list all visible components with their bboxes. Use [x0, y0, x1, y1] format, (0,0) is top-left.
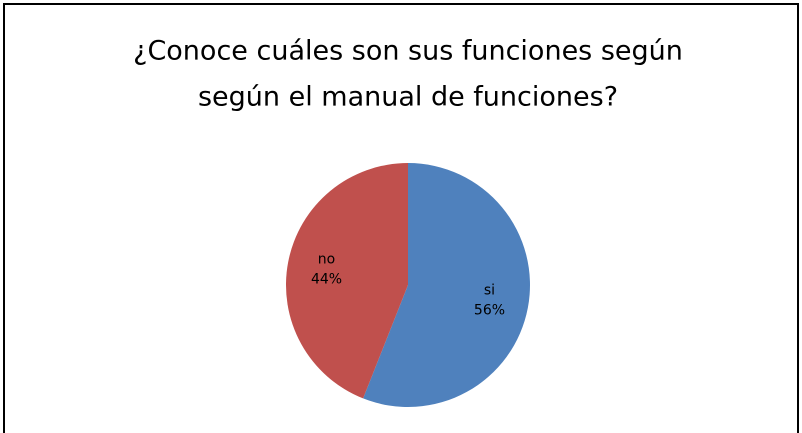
chart-title: según el manual de funciones?	[198, 82, 618, 113]
slice-value-label: 56%	[474, 303, 505, 319]
chart-title: ¿Conoce cuáles son sus funciones según	[133, 36, 683, 67]
pie-slice	[285, 163, 408, 399]
slice-value-label: 44%	[311, 271, 342, 287]
slice-label: no	[318, 251, 335, 267]
pie-slice	[363, 163, 530, 408]
slice-label: si	[484, 283, 495, 299]
